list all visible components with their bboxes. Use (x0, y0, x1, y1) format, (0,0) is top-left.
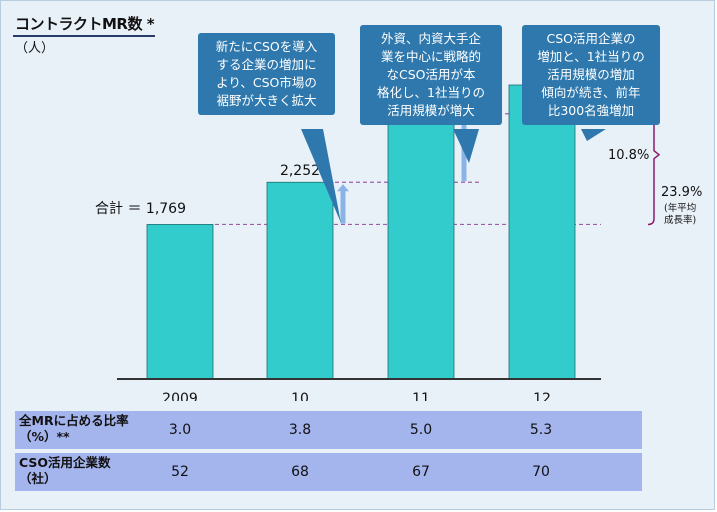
bar-10 (266, 181, 334, 380)
callout-line: CSO活用企業の (546, 31, 636, 46)
row-header: 全MRに占める比率 （%）** (19, 413, 129, 445)
table-row-cso-companies: CSO活用企業数 （社） 52 68 67 70 (15, 453, 642, 491)
table-cell: 67 (412, 464, 430, 480)
bar-2009 (146, 224, 214, 380)
callout-2012: CSO活用企業の 増加と、1社当りの 活用規模の増加 傾向が続き、前年 比300… (522, 25, 660, 125)
row-header: CSO活用企業数 （社） (19, 455, 111, 487)
table-cell: 5.0 (409, 422, 433, 438)
total-prefix: 合計 ＝ (95, 201, 146, 218)
row-header-line: CSO活用企業数 (19, 455, 111, 470)
row-header-line: 全MRに占める比率 (19, 413, 129, 428)
value-label: 2,252 (280, 163, 320, 179)
row-header-line: （%）** (19, 429, 70, 444)
table-cell: 68 (291, 464, 309, 480)
table-cell: 3.0 (168, 422, 192, 438)
callout-line: 傾向が続き、前年 (541, 85, 641, 100)
title-underline (13, 35, 155, 37)
cagr-note-line-1: (年平均 (664, 203, 697, 214)
callout-line: する企業の増加に (216, 57, 317, 72)
callout-pointer (581, 129, 606, 141)
callout-line: 増加と、1社当りの (537, 49, 645, 64)
cagr-note: (年平均 成長率) (664, 203, 696, 227)
x-tick-label: 10 (291, 391, 309, 401)
table-cell: 5.3 (529, 422, 553, 438)
first-bar-value-label: 1,769 (145, 201, 186, 218)
callout-line: 活用規模の増加 (547, 67, 635, 82)
x-tick-label: 2009 (162, 391, 198, 401)
total-label: 合計 ＝ 1,769 (95, 198, 186, 218)
cagr-label: 23.9% (661, 185, 703, 200)
callout-line: 格化し、1社当りの (377, 85, 485, 100)
row-header-line: （社） (19, 471, 57, 486)
callout-line: なCSO活用が本 (386, 67, 476, 82)
callout-line: 活用規模が増大 (387, 103, 475, 118)
callout-2010: 新たにCSOを導入 する企業の増加に より、CSO市場の 裾野が大きく拡大 (198, 33, 335, 115)
callout-2011: 外資、内資大手企 業を中心に戦略的 なCSO活用が本 格化し、1社当りの 活用規… (360, 25, 502, 125)
callout-line: 比300名強増加 (547, 103, 635, 118)
growth-arrow (337, 184, 349, 224)
table-cell: 70 (532, 464, 550, 480)
bar-12 (508, 84, 576, 380)
x-tick-label: 11 (412, 391, 430, 401)
callout-pointer (453, 129, 479, 163)
table-cell: 3.8 (288, 422, 312, 438)
bar-11 (387, 113, 455, 380)
callout-pointer (301, 129, 341, 223)
x-tick-label: 12 (533, 391, 551, 401)
unit-label: （人） (15, 41, 55, 56)
callout-line: より、CSO市場の (216, 75, 317, 90)
callout-line: 業を中心に戦略的 (380, 49, 481, 64)
table-cell: 52 (171, 464, 189, 480)
cagr-note-line-2: 成長率) (664, 215, 697, 226)
callout-line: 外資、内資大手企 (380, 31, 481, 46)
callout-line: 裾野が大きく拡大 (216, 93, 317, 108)
chart-title: コントラクトMR数 * (15, 15, 155, 33)
yoy-growth-label: 10.8% (608, 148, 650, 163)
table-row-mr-share: 全MRに占める比率 （%）** 3.0 3.8 5.0 5.3 (15, 411, 642, 449)
callout-line: 新たにCSOを導入 (215, 39, 318, 54)
